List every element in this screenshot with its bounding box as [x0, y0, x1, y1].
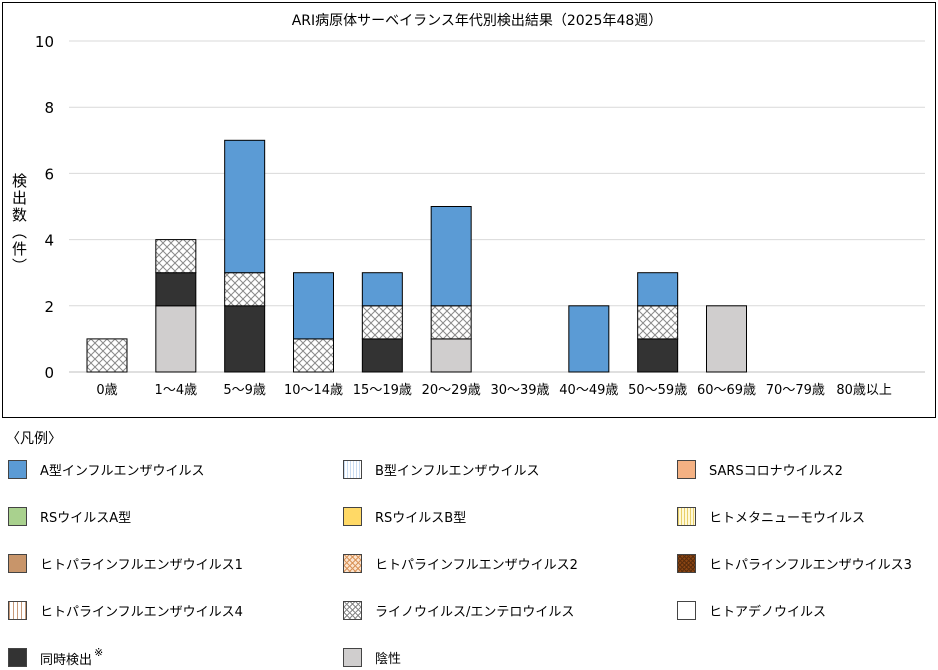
- bar-segment: [224, 272, 266, 307]
- y-tick-label: 8: [44, 99, 54, 117]
- legend-swatch: [343, 459, 362, 479]
- legend-item: SARSコロナウイルス2: [677, 458, 843, 480]
- legend-label: ヒトパラインフルエンザウイルス4: [40, 604, 243, 620]
- legend-swatch: [8, 600, 27, 620]
- legend-swatch: [677, 553, 696, 573]
- legend-swatch: [8, 506, 27, 526]
- bar-segment: [224, 139, 266, 274]
- bar-segment: [637, 272, 679, 307]
- legend-label: 同時検出※: [40, 646, 104, 668]
- legend-label: ヒトメタニューモウイルス: [709, 510, 866, 526]
- bar-segment: [637, 305, 679, 340]
- bar-segment: [568, 305, 610, 373]
- bar-segment: [361, 272, 403, 307]
- legend-label: RSウイルスB型: [375, 510, 467, 526]
- legend-heading: 〈凡例〉: [6, 431, 62, 447]
- bar-segment: [293, 272, 334, 340]
- bar-segment: [361, 305, 403, 340]
- legend-item: ヒトパラインフルエンザウイルス4: [8, 599, 243, 621]
- x-tick-label: 50～59歳: [628, 383, 687, 398]
- legend-label: ヒトパラインフルエンザウイルス3: [709, 557, 912, 573]
- legend-swatch: [677, 506, 696, 526]
- legend-item: A型インフルエンザウイルス: [8, 458, 205, 480]
- legend-label: RSウイルスA型: [40, 510, 132, 526]
- bar-segment: [155, 272, 197, 307]
- legend-note: ※: [94, 646, 104, 659]
- legend-item: 同時検出※: [8, 646, 103, 668]
- bar-segment: [224, 305, 266, 373]
- legend-swatch: [8, 647, 27, 667]
- legend-swatch: [8, 553, 27, 573]
- legend-swatch: [8, 459, 27, 479]
- legend-item: ヒトアデノウイルス: [677, 599, 826, 621]
- legend-label: ヒトアデノウイルス: [709, 604, 827, 620]
- chart-frame: ARI病原体サーベイランス年代別検出結果（2025年48週） 0 2 4 6 8 10 検出数…: [2, 2, 936, 418]
- legend-label: SARSコロナウイルス2: [709, 463, 843, 479]
- legend-item: ヒトメタニューモウイルス: [677, 505, 865, 527]
- legend-swatch: [343, 553, 362, 573]
- legend-label: A型インフルエンザウイルス: [40, 463, 205, 479]
- chart-svg: ARI病原体サーベイランス年代別検出結果（2025年48週） 0 2 4 6 8 10 検出数…: [10, 13, 925, 398]
- legend-item: ライノウイルス/エンテロウイルス: [343, 599, 574, 621]
- x-tick-label: 10～14歳: [284, 383, 343, 398]
- x-tick-label: 80歳以上: [836, 383, 892, 398]
- bar-segment: [86, 338, 128, 373]
- legend-swatch: [343, 506, 362, 526]
- x-tick-label: 5～9歳: [223, 383, 266, 398]
- legend-swatch: [343, 647, 362, 667]
- bar-segment: [155, 305, 197, 373]
- y-tick-label: 10: [35, 33, 54, 51]
- x-tick-label: 15～19歳: [353, 383, 412, 398]
- legend-item: RSウイルスA型: [8, 505, 131, 527]
- bar-segment: [155, 239, 197, 274]
- legend-swatch: [677, 600, 696, 620]
- bar-segment: [430, 338, 472, 373]
- legend-item: 陰性: [343, 646, 401, 668]
- legend-item: ヒトパラインフルエンザウイルス1: [8, 552, 243, 574]
- x-tick-label: 60～69歳: [697, 383, 756, 398]
- chart-title: ARI病原体サーベイランス年代別検出結果（2025年48週）: [292, 13, 663, 29]
- bar-segment: [430, 206, 472, 307]
- legend-label: B型インフルエンザウイルス: [375, 463, 540, 479]
- x-tick-label: 20～29歳: [422, 383, 481, 398]
- legend-swatch: [677, 459, 696, 479]
- y-tick-label: 0: [44, 364, 54, 382]
- x-tick-label: 40～49歳: [559, 383, 618, 398]
- legend-item: ヒトパラインフルエンザウイルス2: [343, 552, 578, 574]
- legend-item: ヒトパラインフルエンザウイルス3: [677, 552, 912, 574]
- bar-segment: [293, 338, 334, 373]
- legend: A型インフルエンザウイルス B型インフルエンザウイルス SARSコロナウイルス2 RS…: [0, 450, 938, 670]
- legend-label: ヒトパラインフルエンザウイルス2: [375, 557, 578, 573]
- legend-label: ヒトパラインフルエンザウイルス1: [40, 557, 243, 573]
- x-tick-label: 30～39歳: [490, 383, 549, 398]
- y-tick-label: 2: [44, 298, 54, 316]
- legend-label: 陰性: [375, 651, 402, 667]
- legend-item: RSウイルスB型: [343, 505, 466, 527]
- x-tick-label: 0歳: [96, 383, 117, 398]
- x-tick-label: 70～79歳: [766, 383, 825, 398]
- bar-segment: [361, 338, 403, 373]
- y-axis-label: 検出数（件）: [10, 173, 28, 275]
- legend-swatch: [343, 600, 362, 620]
- bar-segment: [430, 305, 472, 340]
- x-tick-label: 1～4歳: [155, 383, 198, 398]
- y-tick-label: 6: [44, 165, 54, 183]
- bar-segment: [706, 305, 747, 373]
- bar-segment: [637, 338, 679, 373]
- legend-item: B型インフルエンザウイルス: [343, 458, 540, 480]
- legend-label: ライノウイルス/エンテロウイルス: [375, 604, 575, 620]
- y-tick-label: 4: [44, 232, 54, 250]
